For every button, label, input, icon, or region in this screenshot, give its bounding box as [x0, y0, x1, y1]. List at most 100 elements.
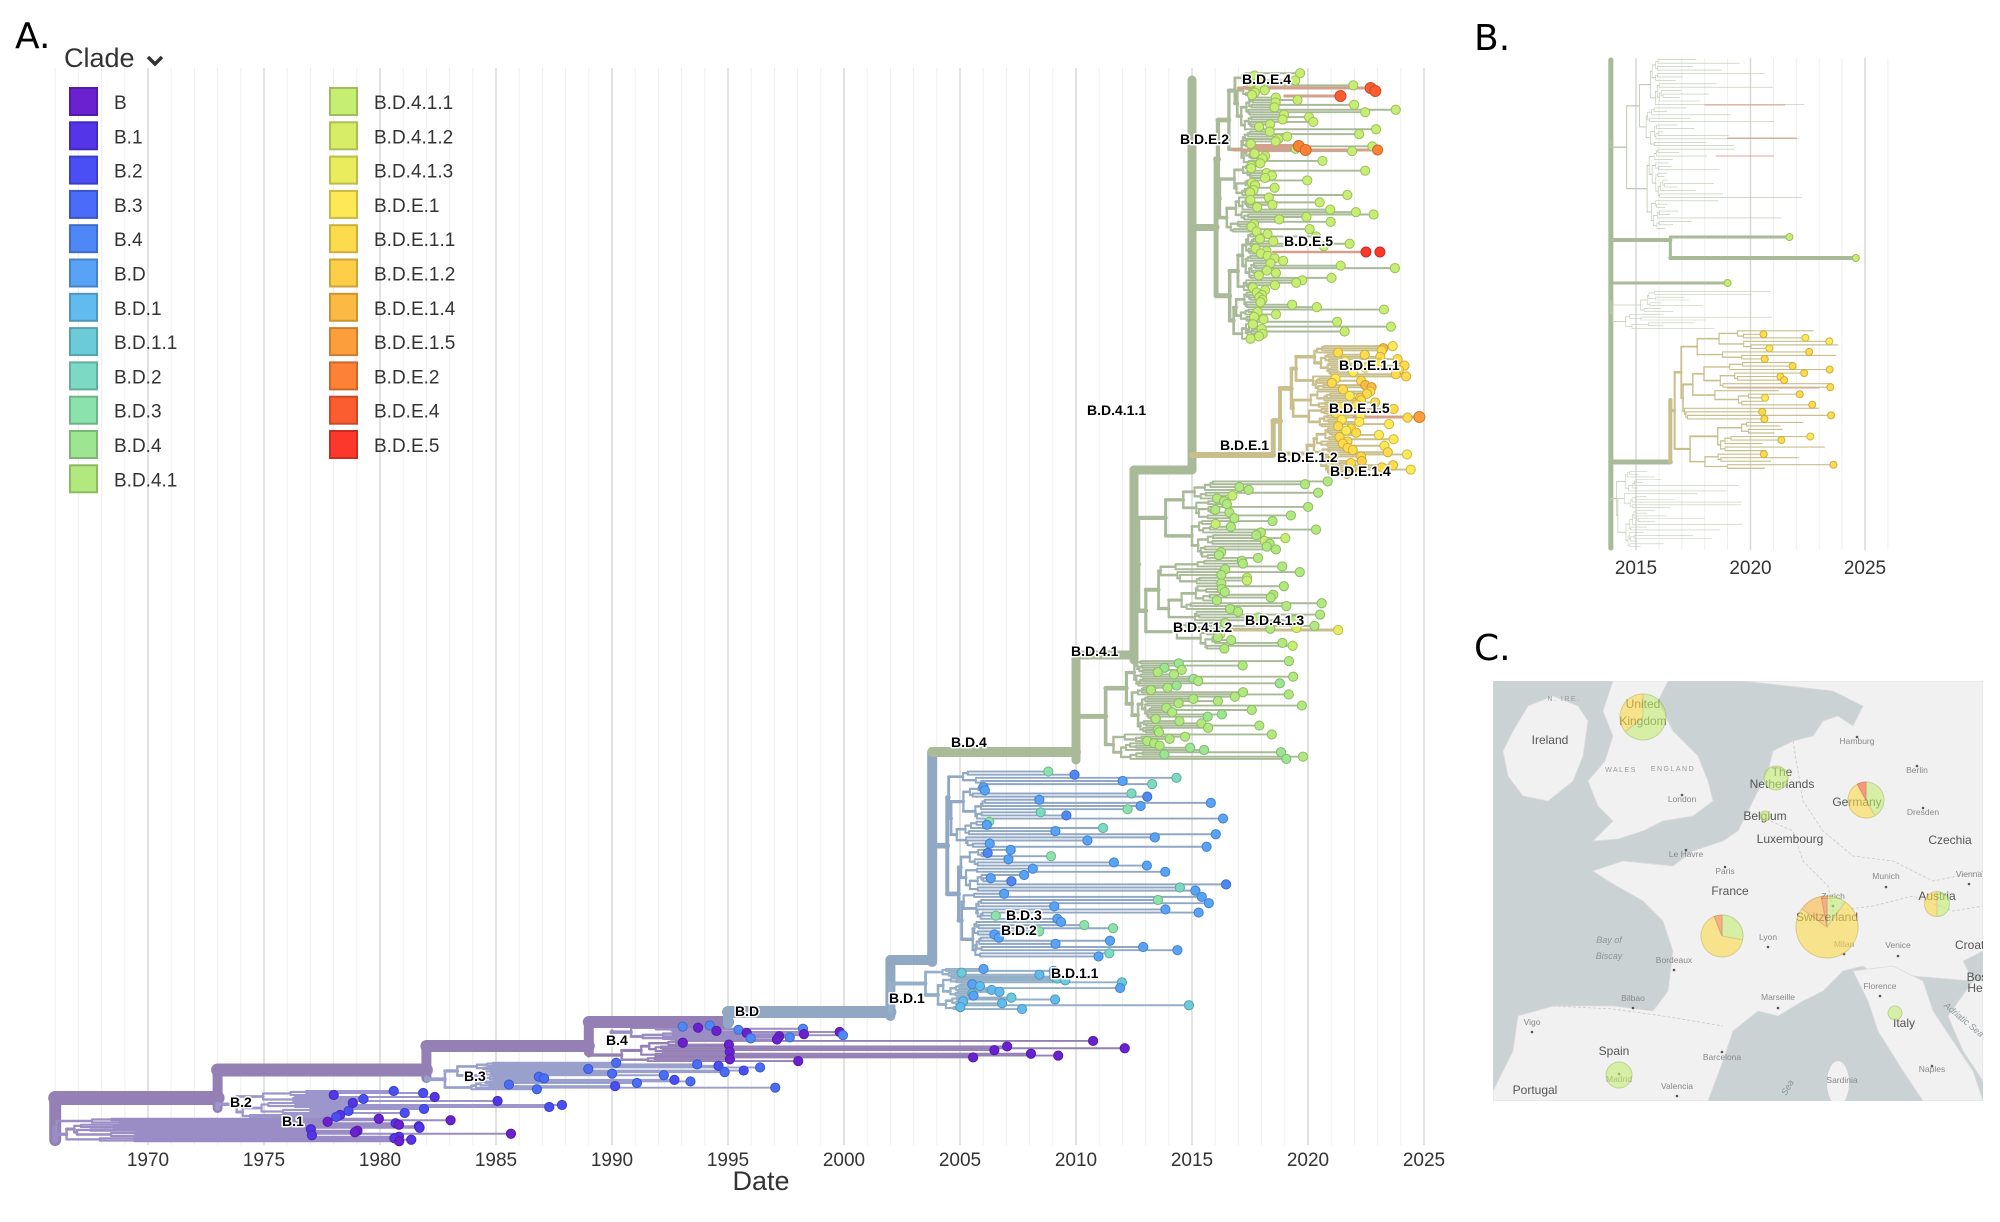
tip-node[interactable]: [1758, 407, 1767, 416]
tip-node[interactable]: [1274, 678, 1285, 689]
tip-node[interactable]: [1278, 255, 1289, 266]
tip-node[interactable]: [793, 1055, 804, 1067]
tip-node[interactable]: [1251, 530, 1262, 541]
tip-node[interactable]: [1387, 340, 1398, 352]
tip-node[interactable]: [1226, 634, 1237, 646]
tip-node[interactable]: [1171, 772, 1182, 783]
tip-node[interactable]: [1349, 99, 1360, 110]
tip-node[interactable]: [1034, 926, 1045, 937]
tip-node[interactable]: [1176, 664, 1187, 676]
tip-node[interactable]: [328, 1089, 339, 1101]
tip-node[interactable]: [1765, 344, 1774, 353]
tip-node[interactable]: [1317, 155, 1328, 167]
tip-node[interactable]: [1277, 637, 1288, 649]
legend-item[interactable]: B.D.E.4: [329, 395, 440, 425]
tip-node[interactable]: [1303, 501, 1314, 513]
tip-node[interactable]: [1202, 722, 1214, 733]
tip-node[interactable]: [1388, 434, 1399, 445]
tip-node[interactable]: [1304, 224, 1315, 235]
tip-node[interactable]: [1135, 800, 1146, 812]
tip-node[interactable]: [704, 1020, 715, 1031]
tip-node[interactable]: [1201, 841, 1212, 852]
tip-node[interactable]: [1402, 412, 1413, 423]
legend-item[interactable]: B.D.4.1: [69, 464, 177, 494]
tip-node[interactable]: [1278, 581, 1289, 592]
tip-node[interactable]: [1808, 400, 1817, 409]
tip-node[interactable]: [1211, 595, 1222, 606]
tip-node[interactable]: [1035, 807, 1046, 818]
tip-node[interactable]: [1245, 194, 1256, 206]
tip-node[interactable]: [1149, 832, 1160, 843]
tip-node[interactable]: [1370, 397, 1381, 408]
legend-item[interactable]: B.4: [69, 224, 143, 254]
tip-node[interactable]: [978, 963, 989, 975]
tip-node[interactable]: [1198, 744, 1210, 756]
tip-node[interactable]: [658, 1070, 669, 1081]
tip-node[interactable]: [1237, 660, 1248, 671]
tip-node[interactable]: [1801, 333, 1810, 342]
tip-node[interactable]: [631, 1077, 643, 1089]
tip-node[interactable]: [505, 1128, 517, 1139]
tip-node[interactable]: [1159, 749, 1170, 760]
tip-node[interactable]: [1277, 114, 1288, 125]
tip-node[interactable]: [1277, 561, 1288, 572]
tip-node[interactable]: [1174, 882, 1185, 893]
tip-node[interactable]: [429, 1091, 440, 1103]
tip-node[interactable]: [1388, 403, 1399, 415]
tip-node[interactable]: [1141, 860, 1152, 871]
tip-node[interactable]: [306, 1130, 318, 1141]
tip-node[interactable]: [1217, 813, 1229, 824]
tip-node[interactable]: [1340, 356, 1351, 367]
tip-node[interactable]: [1213, 549, 1224, 561]
tip-node[interactable]: [1280, 532, 1291, 544]
tip-node[interactable]: [1210, 518, 1221, 530]
tip-node[interactable]: [1220, 617, 1231, 629]
tip-node[interactable]: [1347, 444, 1358, 456]
tip-node[interactable]: [994, 986, 1005, 997]
tip-node[interactable]: [1370, 124, 1382, 135]
tip-node[interactable]: [719, 1067, 730, 1078]
tip-node[interactable]: [1327, 453, 1338, 464]
tip-node[interactable]: [1174, 716, 1185, 727]
tip-node[interactable]: [1330, 408, 1341, 419]
tip-node[interactable]: [784, 1032, 795, 1043]
tip-node[interactable]: [1805, 347, 1814, 356]
tip-node[interactable]: [1274, 214, 1285, 225]
tip-node[interactable]: [393, 1119, 405, 1130]
tip-node[interactable]: [1826, 383, 1835, 392]
tip-node[interactable]: [1281, 600, 1292, 612]
tip-node[interactable]: [1344, 390, 1355, 402]
tip-node[interactable]: [1264, 126, 1275, 137]
tip-node[interactable]: [1227, 490, 1238, 501]
tip-node[interactable]: [1390, 104, 1401, 115]
tip-node[interactable]: [611, 1057, 622, 1068]
tip-node[interactable]: [1247, 319, 1258, 330]
tip-node[interactable]: [1145, 684, 1157, 696]
tip-node[interactable]: [1296, 700, 1307, 711]
tip-node[interactable]: [677, 1021, 688, 1032]
tip-node[interactable]: [399, 1107, 410, 1119]
tip-node[interactable]: [1326, 272, 1337, 283]
tip-node[interactable]: [1258, 314, 1269, 325]
tip-node[interactable]: [979, 785, 990, 796]
tip-node[interactable]: [1146, 779, 1158, 790]
tip-node[interactable]: [1006, 876, 1017, 887]
tip-node[interactable]: [1389, 263, 1401, 274]
tip-node[interactable]: [1016, 1003, 1028, 1015]
tip-node[interactable]: [1760, 354, 1769, 363]
tip-node[interactable]: [1246, 163, 1257, 174]
tip-node[interactable]: [1252, 202, 1263, 213]
tip-node[interactable]: [1259, 172, 1271, 184]
tip-node[interactable]: [583, 1063, 594, 1075]
tip-node[interactable]: [544, 1101, 555, 1113]
tip-node[interactable]: [1383, 418, 1395, 430]
tip-node[interactable]: [956, 967, 967, 978]
tip-node[interactable]: [1005, 844, 1016, 856]
tip-node[interactable]: [538, 1073, 550, 1084]
tip-node[interactable]: [1229, 513, 1240, 524]
legend-item[interactable]: B.D.4.1.2: [329, 121, 453, 151]
tip-node[interactable]: [1265, 592, 1276, 603]
tip-node[interactable]: [1265, 623, 1276, 634]
tip-node[interactable]: [1326, 377, 1337, 389]
tip-node[interactable]: [1313, 487, 1324, 498]
